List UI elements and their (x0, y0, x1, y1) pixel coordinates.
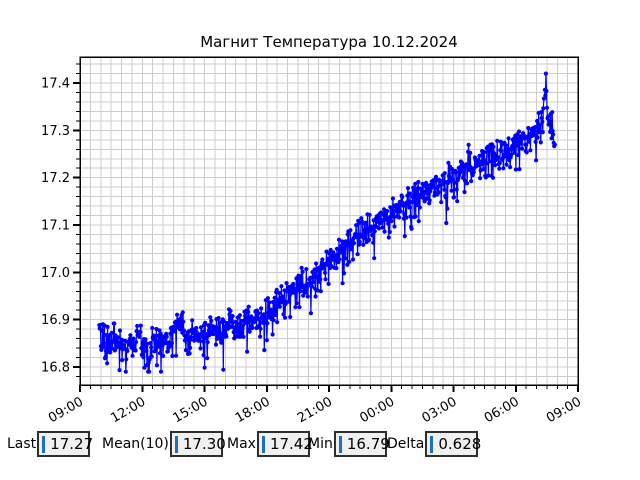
stat-entry-min[interactable]: 16.79 (333, 431, 390, 457)
tick-labels: 09:00 12:00 15:00 18:00 21:00 00:00 03:00 06:00… (41, 77, 584, 427)
svg-text:03:00: 03:00 (420, 394, 460, 426)
stat-group-max: Max 17.42 (227, 431, 313, 457)
svg-text:17.0: 17.0 (41, 266, 70, 281)
svg-text:15:00: 15:00 (171, 394, 211, 426)
text-cursor-icon (174, 435, 178, 453)
stat-value-last: 17.27 (50, 435, 94, 453)
stat-group-delta: Delta 0.628 (387, 431, 482, 457)
svg-text:17.3: 17.3 (41, 124, 70, 139)
svg-text:21:00: 21:00 (295, 394, 335, 426)
stat-value-max: 17.42 (269, 435, 313, 453)
stat-value-min: 16.79 (346, 435, 390, 453)
temperature-plot-canvas: 09:00 12:00 15:00 18:00 21:00 00:00 03:00 06:00… (41, 56, 584, 427)
svg-text:16.9: 16.9 (41, 313, 70, 328)
stat-entry-max[interactable]: 17.42 (256, 431, 313, 457)
stat-entry-last[interactable]: 17.27 (37, 431, 94, 457)
svg-text:00:00: 00:00 (357, 394, 397, 426)
stat-label-delta: Delta (387, 436, 425, 452)
text-cursor-icon (430, 435, 434, 453)
svg-text:12:00: 12:00 (108, 394, 148, 426)
svg-text:17.1: 17.1 (41, 219, 70, 234)
stat-value-mean: 17.30 (182, 435, 226, 453)
svg-text:09:00: 09:00 (46, 394, 86, 426)
stat-label-max: Max (227, 436, 256, 452)
temperature-line (98, 73, 556, 372)
temperature-chart: 09:00 12:00 15:00 18:00 21:00 00:00 03:00 06:00… (41, 56, 584, 427)
svg-text:09:00: 09:00 (544, 394, 584, 426)
stat-group-last: Last 17.27 (7, 431, 94, 457)
stat-label-mean: Mean(10) (102, 436, 169, 452)
stat-group-mean: Mean(10) 17.30 (102, 431, 226, 457)
stat-entry-mean[interactable]: 17.30 (169, 431, 226, 457)
svg-text:17.4: 17.4 (41, 77, 70, 92)
text-cursor-icon (338, 435, 342, 453)
stat-label-min: Min (308, 436, 333, 452)
chart-figure: 09:00 12:00 15:00 18:00 21:00 00:00 03:00 06:00… (41, 33, 584, 426)
stat-value-delta: 0.628 (438, 435, 482, 453)
svg-text:16.8: 16.8 (41, 361, 70, 376)
stat-group-min: Min 16.79 (308, 431, 390, 457)
stat-entry-delta[interactable]: 0.628 (425, 431, 482, 457)
stat-label-last: Last (7, 436, 37, 452)
svg-text:17.2: 17.2 (41, 171, 70, 186)
text-cursor-icon (42, 435, 46, 453)
svg-text:18:00: 18:00 (233, 394, 273, 426)
text-cursor-icon (261, 435, 265, 453)
svg-text:06:00: 06:00 (482, 394, 522, 426)
temperature-markers (97, 71, 557, 374)
tick-marks (73, 63, 579, 392)
chart-title: Магнит Температура 10.12.2024 (200, 33, 458, 51)
